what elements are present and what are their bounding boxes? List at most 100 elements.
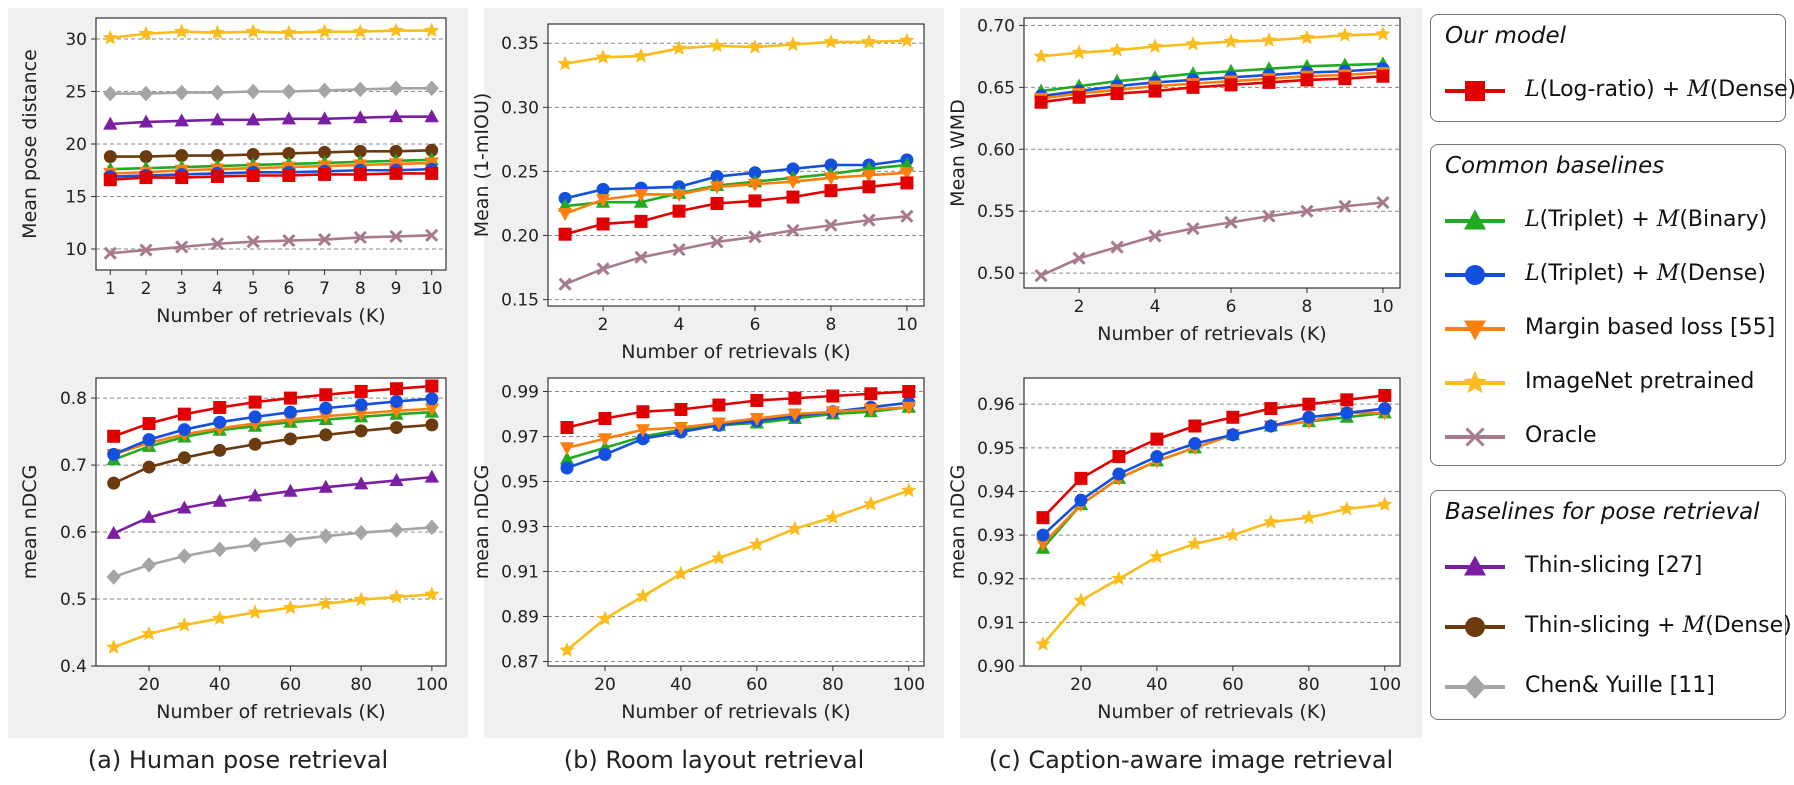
y-tick-label: 0.91 <box>501 563 539 583</box>
x-tick-label: 20 <box>138 675 160 695</box>
x-tick-label: 10 <box>1372 297 1394 317</box>
data-point <box>596 262 610 276</box>
x-tick-label: 1 <box>105 279 116 299</box>
x-axis-label: Number of retrievals (K) <box>1097 701 1326 723</box>
plot-frame <box>95 377 447 667</box>
data-point <box>900 209 914 223</box>
data-point <box>1302 410 1316 424</box>
series-line <box>1042 407 1385 537</box>
data-point <box>1074 493 1088 507</box>
data-point <box>319 401 333 415</box>
data-point <box>1187 535 1203 551</box>
y-tick-label: 0.30 <box>501 98 539 118</box>
series-line <box>110 149 432 158</box>
data-point <box>210 237 225 251</box>
y-tick-label: 0.70 <box>977 16 1015 36</box>
x-tick-label: 8 <box>355 279 366 299</box>
chart-b-bottom: 0.87 0.89 0.91 0.93 0.95 0.97 0.99 20 40 60 80 100 N… <box>471 377 925 723</box>
data-point <box>597 610 613 626</box>
data-point <box>247 604 263 619</box>
data-point <box>318 595 334 611</box>
chart-a-bottom: 0.4 0.5 0.6 0.7 0.8 20 40 60 80 100 Number of retr… <box>19 377 448 723</box>
chart-c-bottom: 0.90 0.91 0.92 0.93 0.94 0.95 0.96 20 40 60 80 100 N… <box>947 377 1401 723</box>
legend-label: ImageNet pretrained <box>1525 369 1755 394</box>
data-point <box>1110 87 1124 101</box>
data-point <box>711 417 727 431</box>
data-point <box>353 167 367 181</box>
data-point <box>1375 25 1391 41</box>
data-point <box>1150 450 1164 464</box>
data-point <box>103 246 117 260</box>
data-point <box>557 208 573 222</box>
x-tick-label: 5 <box>248 279 259 299</box>
y-axis-label: mean nDCG <box>947 465 969 580</box>
data-point <box>141 509 157 523</box>
plot-area <box>1024 18 1400 288</box>
data-point <box>788 391 802 405</box>
x-tick-label: 40 <box>209 675 231 695</box>
series-line <box>1040 62 1383 93</box>
x-tick-label: 4 <box>1150 297 1161 317</box>
data-point <box>245 112 261 126</box>
data-point <box>245 23 261 39</box>
series-imagenet <box>1035 496 1393 651</box>
caption-a: (a) Human pose retrieval <box>87 746 389 774</box>
series-thin_dense <box>107 418 439 490</box>
data-point <box>825 509 841 525</box>
x-axis-label: Number of retrievals (K) <box>156 701 385 723</box>
data-point <box>353 591 369 607</box>
data-point <box>173 23 190 39</box>
data-point <box>864 387 878 401</box>
data-point <box>1337 27 1353 42</box>
data-point <box>861 169 877 183</box>
y-tick-label: 0.15 <box>501 291 539 311</box>
data-point <box>1112 450 1126 464</box>
data-point <box>748 230 762 244</box>
data-point <box>1033 48 1049 63</box>
legend-marker <box>1465 617 1485 637</box>
data-point <box>901 482 917 498</box>
data-point <box>318 145 332 159</box>
series-line <box>1040 32 1383 58</box>
data-point <box>175 240 189 254</box>
y-axis-label: Mean WMD <box>947 99 969 207</box>
data-point <box>318 479 333 493</box>
series-line <box>110 234 432 255</box>
data-point <box>424 519 440 536</box>
data-point <box>424 586 440 601</box>
data-point <box>103 150 117 164</box>
legend-item-thin-slicing: Thin-slicing [27] <box>1443 547 1783 587</box>
series-imagenet <box>559 482 917 657</box>
legend-item-thin-slicing-dense: Thin-slicing + M(Dense) <box>1443 607 1792 647</box>
data-point <box>786 162 800 176</box>
square-marker-icon <box>1445 81 1505 101</box>
data-point <box>633 188 649 202</box>
series-line <box>113 475 432 535</box>
data-point <box>635 424 651 438</box>
x-tick-label: 8 <box>826 315 837 335</box>
x-axis-label: Number of retrievals (K) <box>621 701 850 723</box>
data-point <box>247 536 263 553</box>
data-point <box>213 415 227 429</box>
data-point <box>1188 419 1202 433</box>
series-ours <box>558 176 914 241</box>
series-line <box>564 163 908 208</box>
series-ours <box>1036 388 1392 525</box>
x-tick-label: 100 <box>416 675 448 695</box>
data-point <box>141 625 157 641</box>
y-tick-label: 0.97 <box>501 428 539 448</box>
data-point <box>748 194 762 208</box>
data-point <box>317 82 332 99</box>
data-point <box>1262 209 1276 223</box>
data-point <box>212 493 227 507</box>
series-triplet_binary <box>106 404 440 466</box>
legend-common-baselines: Common baselines L(Triplet) + M(Binary) … <box>1430 144 1786 466</box>
diamond-marker-icon <box>1445 675 1505 699</box>
chart-b-top: 0.15 0.20 0.25 0.30 0.35 2 4 6 8 10 Number of retr… <box>471 23 925 363</box>
y-tick-label: 0.20 <box>501 227 539 247</box>
data-point <box>425 166 439 180</box>
series-thin <box>106 469 440 539</box>
series-line <box>1042 503 1385 646</box>
data-point <box>174 113 189 127</box>
data-point <box>636 432 650 446</box>
